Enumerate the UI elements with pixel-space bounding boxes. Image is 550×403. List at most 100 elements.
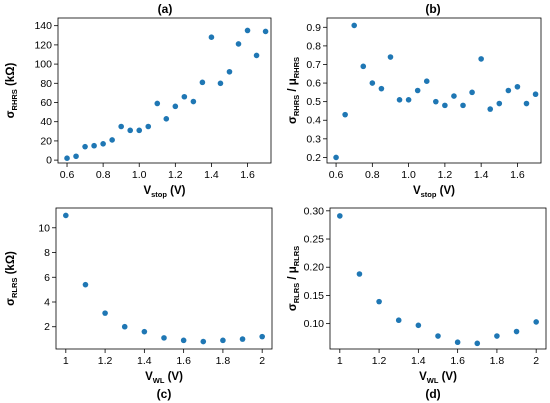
x-axis-label-main: V bbox=[145, 371, 153, 383]
data-point bbox=[118, 123, 124, 130]
data-point bbox=[220, 337, 226, 344]
y-tick-label: 10 bbox=[38, 222, 50, 234]
data-point bbox=[82, 143, 88, 150]
x-axis-label: VWL (V) bbox=[145, 371, 183, 385]
y-tick-label: 4 bbox=[44, 297, 50, 309]
y-tick-label: 80 bbox=[40, 78, 52, 90]
x-tick-label: 1.4 bbox=[474, 169, 489, 181]
x-tick-label: 1.2 bbox=[372, 355, 387, 367]
data-point bbox=[532, 91, 539, 98]
y-tick-label: 0.5 bbox=[306, 96, 321, 108]
data-point bbox=[121, 323, 128, 330]
x-tick-label: 0.8 bbox=[96, 169, 111, 181]
x-tick-label: 1.2 bbox=[98, 355, 113, 367]
y-axis-label-sub: RHRS bbox=[10, 89, 19, 110]
plot-frame bbox=[326, 17, 542, 164]
data-point bbox=[259, 333, 265, 340]
data-point bbox=[513, 328, 520, 335]
x-tick-label: 1.6 bbox=[450, 355, 465, 367]
y-axis-label-tail: / μ bbox=[287, 266, 299, 283]
data-point bbox=[235, 41, 242, 47]
x-tick-label: 1.8 bbox=[490, 355, 505, 367]
data-point bbox=[109, 137, 115, 143]
x-tick-label: 2 bbox=[533, 355, 539, 367]
data-point bbox=[505, 87, 512, 94]
y-tick-label: 8 bbox=[44, 247, 50, 259]
data-point bbox=[127, 127, 134, 134]
y-axis-label-main: σ bbox=[287, 116, 299, 124]
x-axis-label: Vstop (V) bbox=[413, 185, 455, 199]
x-tick-label: 1.6 bbox=[510, 169, 525, 181]
x-tick-label: 0.8 bbox=[365, 169, 380, 181]
y-tick-label: 120 bbox=[34, 39, 52, 51]
data-point bbox=[181, 93, 188, 100]
y-axis-label-sub2: RLRS bbox=[292, 246, 301, 266]
y-tick-label: 2 bbox=[44, 321, 50, 333]
y-tick-label: 100 bbox=[34, 59, 52, 71]
panel-title: (b) bbox=[425, 2, 440, 16]
data-point bbox=[460, 102, 466, 109]
x-axis-label-sub: stop bbox=[151, 190, 167, 199]
data-point bbox=[469, 89, 475, 96]
data-point bbox=[351, 22, 358, 29]
y-tick-label: 0.30 bbox=[304, 205, 325, 217]
data-point bbox=[494, 333, 500, 339]
y-tick-label: 0.4 bbox=[306, 115, 321, 127]
x-tick-label: 1.0 bbox=[132, 169, 147, 181]
y-tick-label: 40 bbox=[40, 116, 52, 128]
data-point bbox=[333, 154, 339, 161]
y-tick-label: 0.3 bbox=[306, 133, 321, 145]
x-axis-label-sub: WL bbox=[427, 376, 439, 385]
panel-d: (d) 1 1.2 1.4 1.6 1.8 2 0.10 0.15 0.20 0.25 0.30 VWL… bbox=[287, 205, 547, 401]
y-axis-label-tail: (kΩ) bbox=[5, 63, 17, 90]
data-point bbox=[533, 319, 539, 325]
y-tick-label: 0.25 bbox=[304, 234, 325, 246]
y-tick-label: 60 bbox=[40, 97, 52, 109]
x-axis-label-main: V bbox=[143, 185, 151, 197]
data-point bbox=[100, 140, 106, 147]
y-tick-label: 0.20 bbox=[304, 262, 325, 274]
x-axis-label-tail: (V) bbox=[438, 371, 457, 383]
y-tick-label: 0.2 bbox=[306, 152, 321, 164]
data-point bbox=[200, 338, 207, 345]
x-axis-label-tail: (V) bbox=[164, 371, 183, 383]
x-tick-label: 0.6 bbox=[60, 169, 75, 181]
data-point bbox=[369, 80, 376, 86]
x-tick-label: 1.2 bbox=[438, 169, 453, 181]
data-point bbox=[244, 27, 251, 34]
data-point bbox=[91, 142, 97, 149]
data-point bbox=[360, 63, 367, 70]
y-tick-label: 6 bbox=[44, 272, 50, 284]
data-point bbox=[163, 116, 170, 122]
data-point bbox=[180, 337, 187, 344]
y-tick-label: 0.7 bbox=[306, 59, 321, 71]
data-point bbox=[451, 93, 457, 99]
panel-title: (c) bbox=[157, 387, 172, 401]
panel-c: (c) 1 1.2 1.4 1.6 1.8 2 2 4 6 8 10 VWL (V) σRLRS (kΩ) bbox=[5, 207, 273, 401]
data-point bbox=[337, 213, 343, 219]
data-point bbox=[487, 106, 494, 112]
y-axis-label: σRLRS (kΩ) bbox=[5, 251, 19, 306]
data-point bbox=[262, 28, 269, 35]
y-axis-label-sub: RLRS bbox=[292, 283, 301, 303]
panel-b: (b) 0.6 0.8 1.0 1.2 1.4 1.6 0.2 0.3 0.4 0.5 0.6 0.7 0… bbox=[287, 2, 542, 199]
y-axis-label-main: σ bbox=[5, 298, 17, 306]
data-point bbox=[217, 80, 224, 87]
x-tick-label: 1.2 bbox=[168, 169, 183, 181]
y-tick-label: 0.8 bbox=[306, 40, 321, 52]
data-point bbox=[141, 328, 148, 335]
y-axis-label-tail: / μ bbox=[287, 78, 299, 95]
y-tick-label: 140 bbox=[34, 20, 52, 32]
x-tick-label: 1.6 bbox=[240, 169, 255, 181]
data-point bbox=[435, 333, 441, 339]
x-tick-label: 1.6 bbox=[176, 355, 191, 367]
y-tick-label: 0.10 bbox=[304, 318, 325, 330]
data-point bbox=[415, 322, 422, 329]
data-point bbox=[136, 127, 143, 134]
data-point bbox=[423, 78, 430, 85]
data-point bbox=[82, 281, 89, 288]
x-axis-label-sub: WL bbox=[153, 376, 165, 385]
data-point bbox=[172, 103, 179, 110]
y-axis-label-tail: (kΩ) bbox=[5, 251, 17, 278]
plot-frame bbox=[57, 17, 272, 164]
